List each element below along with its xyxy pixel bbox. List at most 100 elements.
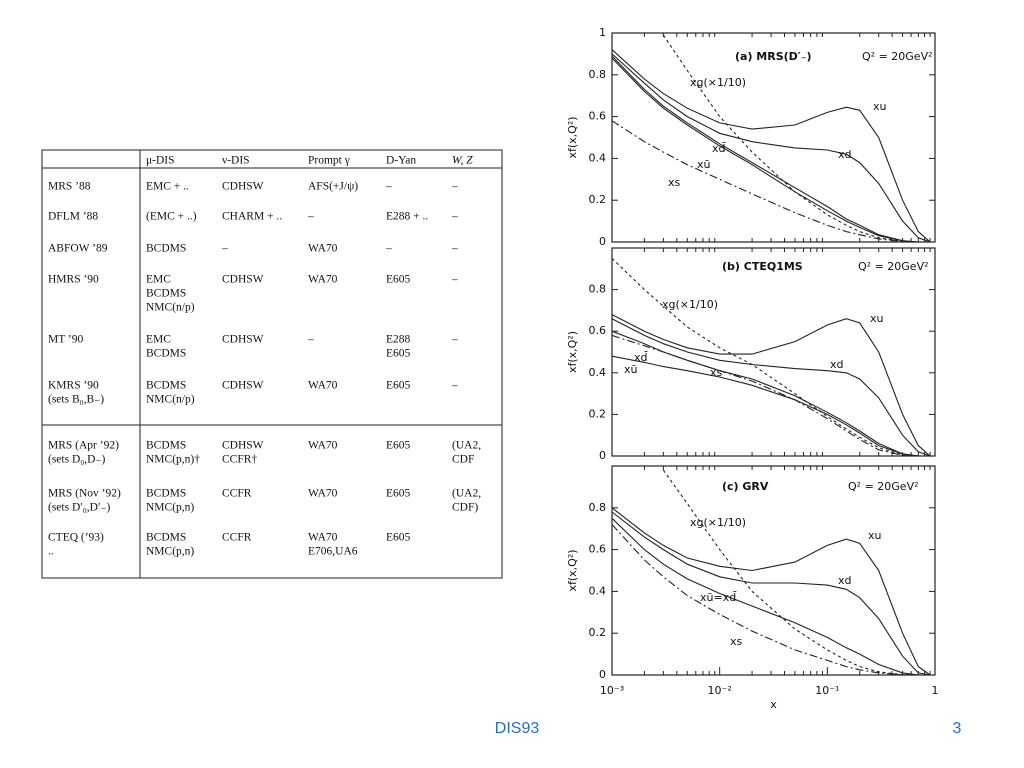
table-cell: – — [307, 211, 314, 223]
table-cell: E605 — [386, 532, 411, 544]
table-cell: MRS (Apr ’92) — [48, 440, 119, 452]
table-cell: E288 — [386, 334, 411, 346]
table-cell: WA70 — [308, 440, 338, 452]
y-axis-label: xf(x,Q²) — [566, 331, 579, 373]
table-cell: HMRS ’90 — [48, 274, 99, 286]
table-cell: NMC(n/p) — [146, 394, 195, 406]
series-label: xd̄ — [712, 142, 726, 155]
x-tick-label: 10⁻¹ — [815, 684, 839, 697]
plot-frame — [611, 32, 936, 243]
column-header: μ-DIS — [146, 155, 175, 167]
table-cell: BCDMS — [146, 348, 186, 360]
plots: 0 0.2 0.4 0.6 0.8 1 xf(x,Q²) (a) MRS(D′₋) Q² = 2… — [566, 26, 939, 711]
table: μ-DIS ν-DIS Prompt γ D-Yan W, Z MRS ’88 EMC + … — [41, 149, 503, 579]
table-cell: (UA2, — [452, 440, 481, 452]
x-axis-label: x — [770, 698, 777, 711]
series-line — [611, 314, 931, 457]
column-header: Prompt γ — [308, 155, 350, 167]
table-cell: – — [385, 243, 392, 255]
series-label: xū — [624, 363, 637, 376]
y-tick-label: 0 — [599, 449, 606, 462]
table-cell: DFLM ’88 — [48, 211, 98, 223]
series-line — [662, 469, 919, 676]
y-tick-label: 0.8 — [589, 501, 607, 514]
table-cell: NMC(p,n)† — [146, 454, 200, 466]
footer-label: DIS93 — [495, 720, 540, 737]
column-header: W, Z — [452, 155, 473, 167]
series-line — [611, 49, 931, 243]
table-cell: CDF — [452, 454, 474, 466]
table-cell: CCFR — [222, 488, 252, 500]
y-tick-label: 0.4 — [589, 584, 607, 597]
table-cell: – — [451, 274, 458, 286]
table-cell: E605 — [386, 440, 411, 452]
panel-annotation: Q² = 20GeV² — [848, 480, 919, 493]
table-cell: – — [221, 243, 228, 255]
y-tick-label: 0.2 — [589, 626, 607, 639]
y-tick-label: 0.6 — [589, 543, 607, 556]
table-cell: BCDMS — [146, 243, 186, 255]
table-cell: BCDMS — [146, 488, 186, 500]
panel-annotation: Q² = 20GeV² — [858, 260, 929, 273]
table-cell: AFS(+J/ψ) — [308, 181, 358, 193]
table-cell: – — [451, 243, 458, 255]
page-number: 3 — [953, 720, 962, 737]
table-cell: (sets D′₀,D′₋) — [48, 502, 111, 514]
table-cell: CDF) — [452, 502, 478, 514]
table-cell: CDHSW — [222, 440, 264, 452]
table-cell: E288 + .. — [386, 211, 428, 223]
series-label: xu — [870, 312, 883, 325]
table-cell: WA70 — [308, 380, 338, 392]
table-cell: – — [451, 211, 458, 223]
series-line — [611, 511, 931, 676]
table-cell: BCDMS — [146, 532, 186, 544]
series-line — [611, 55, 919, 243]
y-tick-label: 0.4 — [589, 151, 607, 164]
table-cell: NMC(p,n) — [146, 502, 194, 514]
table-cell: CTEQ (’93) — [48, 532, 104, 544]
table-cell: WA70 — [308, 488, 338, 500]
table-frame — [41, 149, 503, 579]
table-cell: MRS (Nov ’92) — [48, 488, 121, 500]
series-label: xu — [873, 100, 886, 113]
series-label: xs — [710, 366, 723, 379]
table-cell: WA70 — [308, 274, 338, 286]
table-cell: CCFR† — [222, 454, 257, 466]
table-cell: EMC — [146, 274, 171, 286]
series-label: xu — [868, 529, 881, 542]
series-label: xd — [838, 574, 852, 587]
table-cell: E605 — [386, 488, 411, 500]
table-cell: (EMC + ..) — [146, 211, 197, 223]
series-line — [611, 507, 931, 676]
y-tick-label: 0 — [599, 235, 606, 248]
table-cell: – — [307, 334, 314, 346]
y-tick-label: 0.6 — [589, 324, 607, 337]
table-cell: NMC(p,n) — [146, 546, 194, 558]
table-cell: BCDMS — [146, 288, 186, 300]
series-label: xū=xd̄ — [700, 591, 736, 604]
table-cell: EMC + .. — [146, 181, 189, 193]
panel-title: (a) MRS(D′₋) — [735, 50, 812, 63]
y-tick-label: 0 — [599, 668, 606, 681]
series-line — [611, 258, 919, 457]
series-line — [611, 524, 919, 676]
series-label: xs — [668, 176, 681, 189]
series-label: xū — [697, 158, 710, 171]
series-line — [611, 318, 931, 457]
table-cell: BCDMS — [146, 380, 186, 392]
series-label: xg(×1/10) — [662, 298, 718, 311]
table-cell: – — [451, 380, 458, 392]
series-line — [611, 120, 919, 243]
table-cell: KMRS ’90 — [48, 380, 99, 392]
series-line — [662, 34, 919, 243]
table-cell: NMC(n/p) — [146, 302, 195, 314]
series-label: xg(×1/10) — [690, 516, 746, 529]
column-header: ν-DIS — [222, 155, 250, 167]
table-cell: – — [385, 181, 392, 193]
series-label: xg(×1/10) — [690, 76, 746, 89]
table-cell: MRS ’88 — [48, 181, 91, 193]
table-cell: .. — [48, 546, 54, 558]
table-cell: E605 — [386, 348, 411, 360]
